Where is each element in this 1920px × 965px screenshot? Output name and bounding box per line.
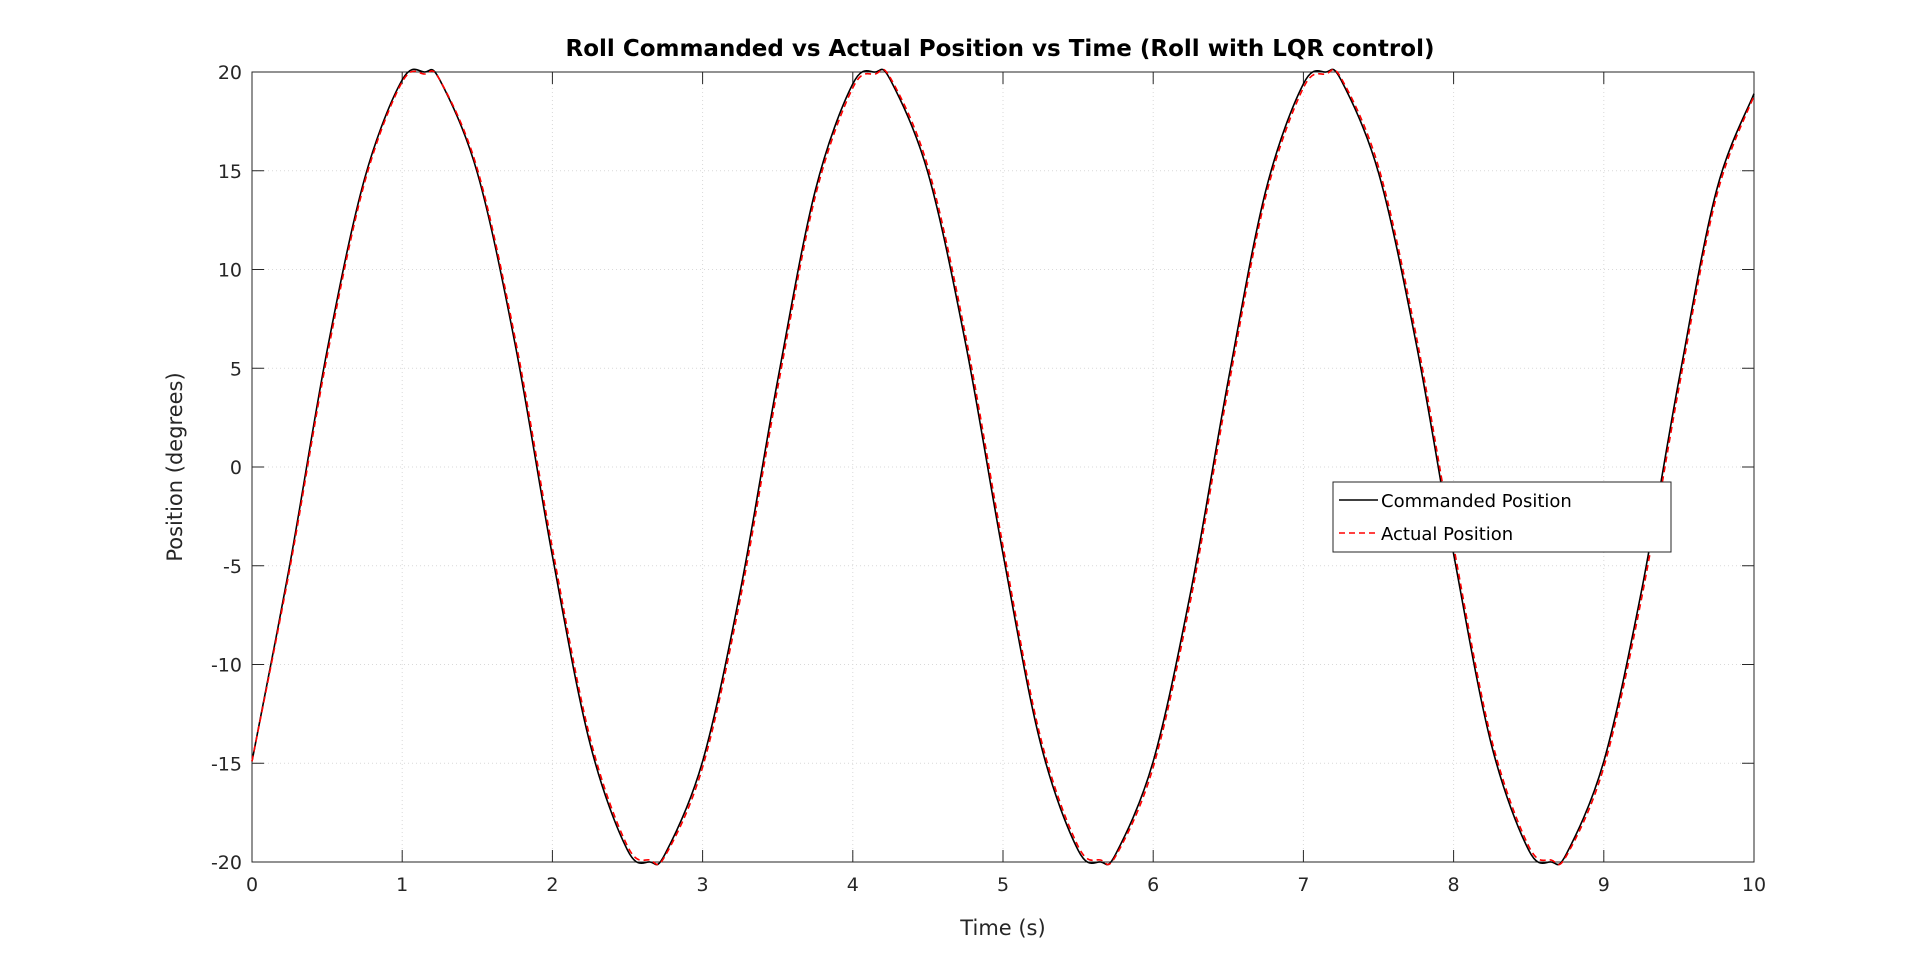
y-axis-label: Position (degrees)	[163, 372, 187, 561]
y-tick-label: -5	[223, 556, 242, 578]
x-tick-label: 1	[396, 874, 408, 896]
legend-label-actual: Actual Position	[1381, 524, 1513, 545]
y-tick-label: -10	[211, 655, 242, 677]
y-tick-label: -20	[211, 852, 242, 874]
x-tick-label: 8	[1448, 874, 1460, 896]
x-tick-label: 3	[697, 874, 709, 896]
y-tick-label: 0	[230, 457, 242, 479]
x-tick-label: 6	[1147, 874, 1159, 896]
legend: Commanded Position Actual Position	[1332, 481, 1672, 553]
chart-title: Roll Commanded vs Actual Position vs Tim…	[566, 36, 1435, 62]
x-tick-label: 10	[1742, 874, 1766, 896]
series-line-commanded-position	[251, 68, 1755, 866]
y-tick-label: 15	[218, 161, 242, 183]
x-tick-label: 4	[847, 874, 859, 896]
x-tick-label: 2	[546, 874, 558, 896]
axis-ticks	[251, 71, 1755, 863]
x-tick-labels: 0 1 2 3 4 5 6 7 8 9 10	[246, 874, 1766, 896]
y-tick-label: -15	[211, 753, 242, 775]
y-tick-label: 20	[218, 62, 242, 84]
x-tick-label: 7	[1297, 874, 1309, 896]
y-tick-label: 10	[218, 260, 242, 282]
y-tick-labels: -20 -15 -10 -5 0 5 10 15 20	[211, 62, 242, 874]
x-axis-label: Time (s)	[959, 916, 1045, 940]
x-tick-label: 5	[997, 874, 1009, 896]
legend-box	[1332, 481, 1672, 553]
series-line-actual-position	[251, 68, 1755, 866]
x-tick-label: 9	[1598, 874, 1610, 896]
y-tick-label: 5	[230, 358, 242, 380]
legend-label-commanded: Commanded Position	[1381, 491, 1572, 512]
x-tick-label: 0	[246, 874, 258, 896]
series-lines	[251, 68, 1755, 866]
